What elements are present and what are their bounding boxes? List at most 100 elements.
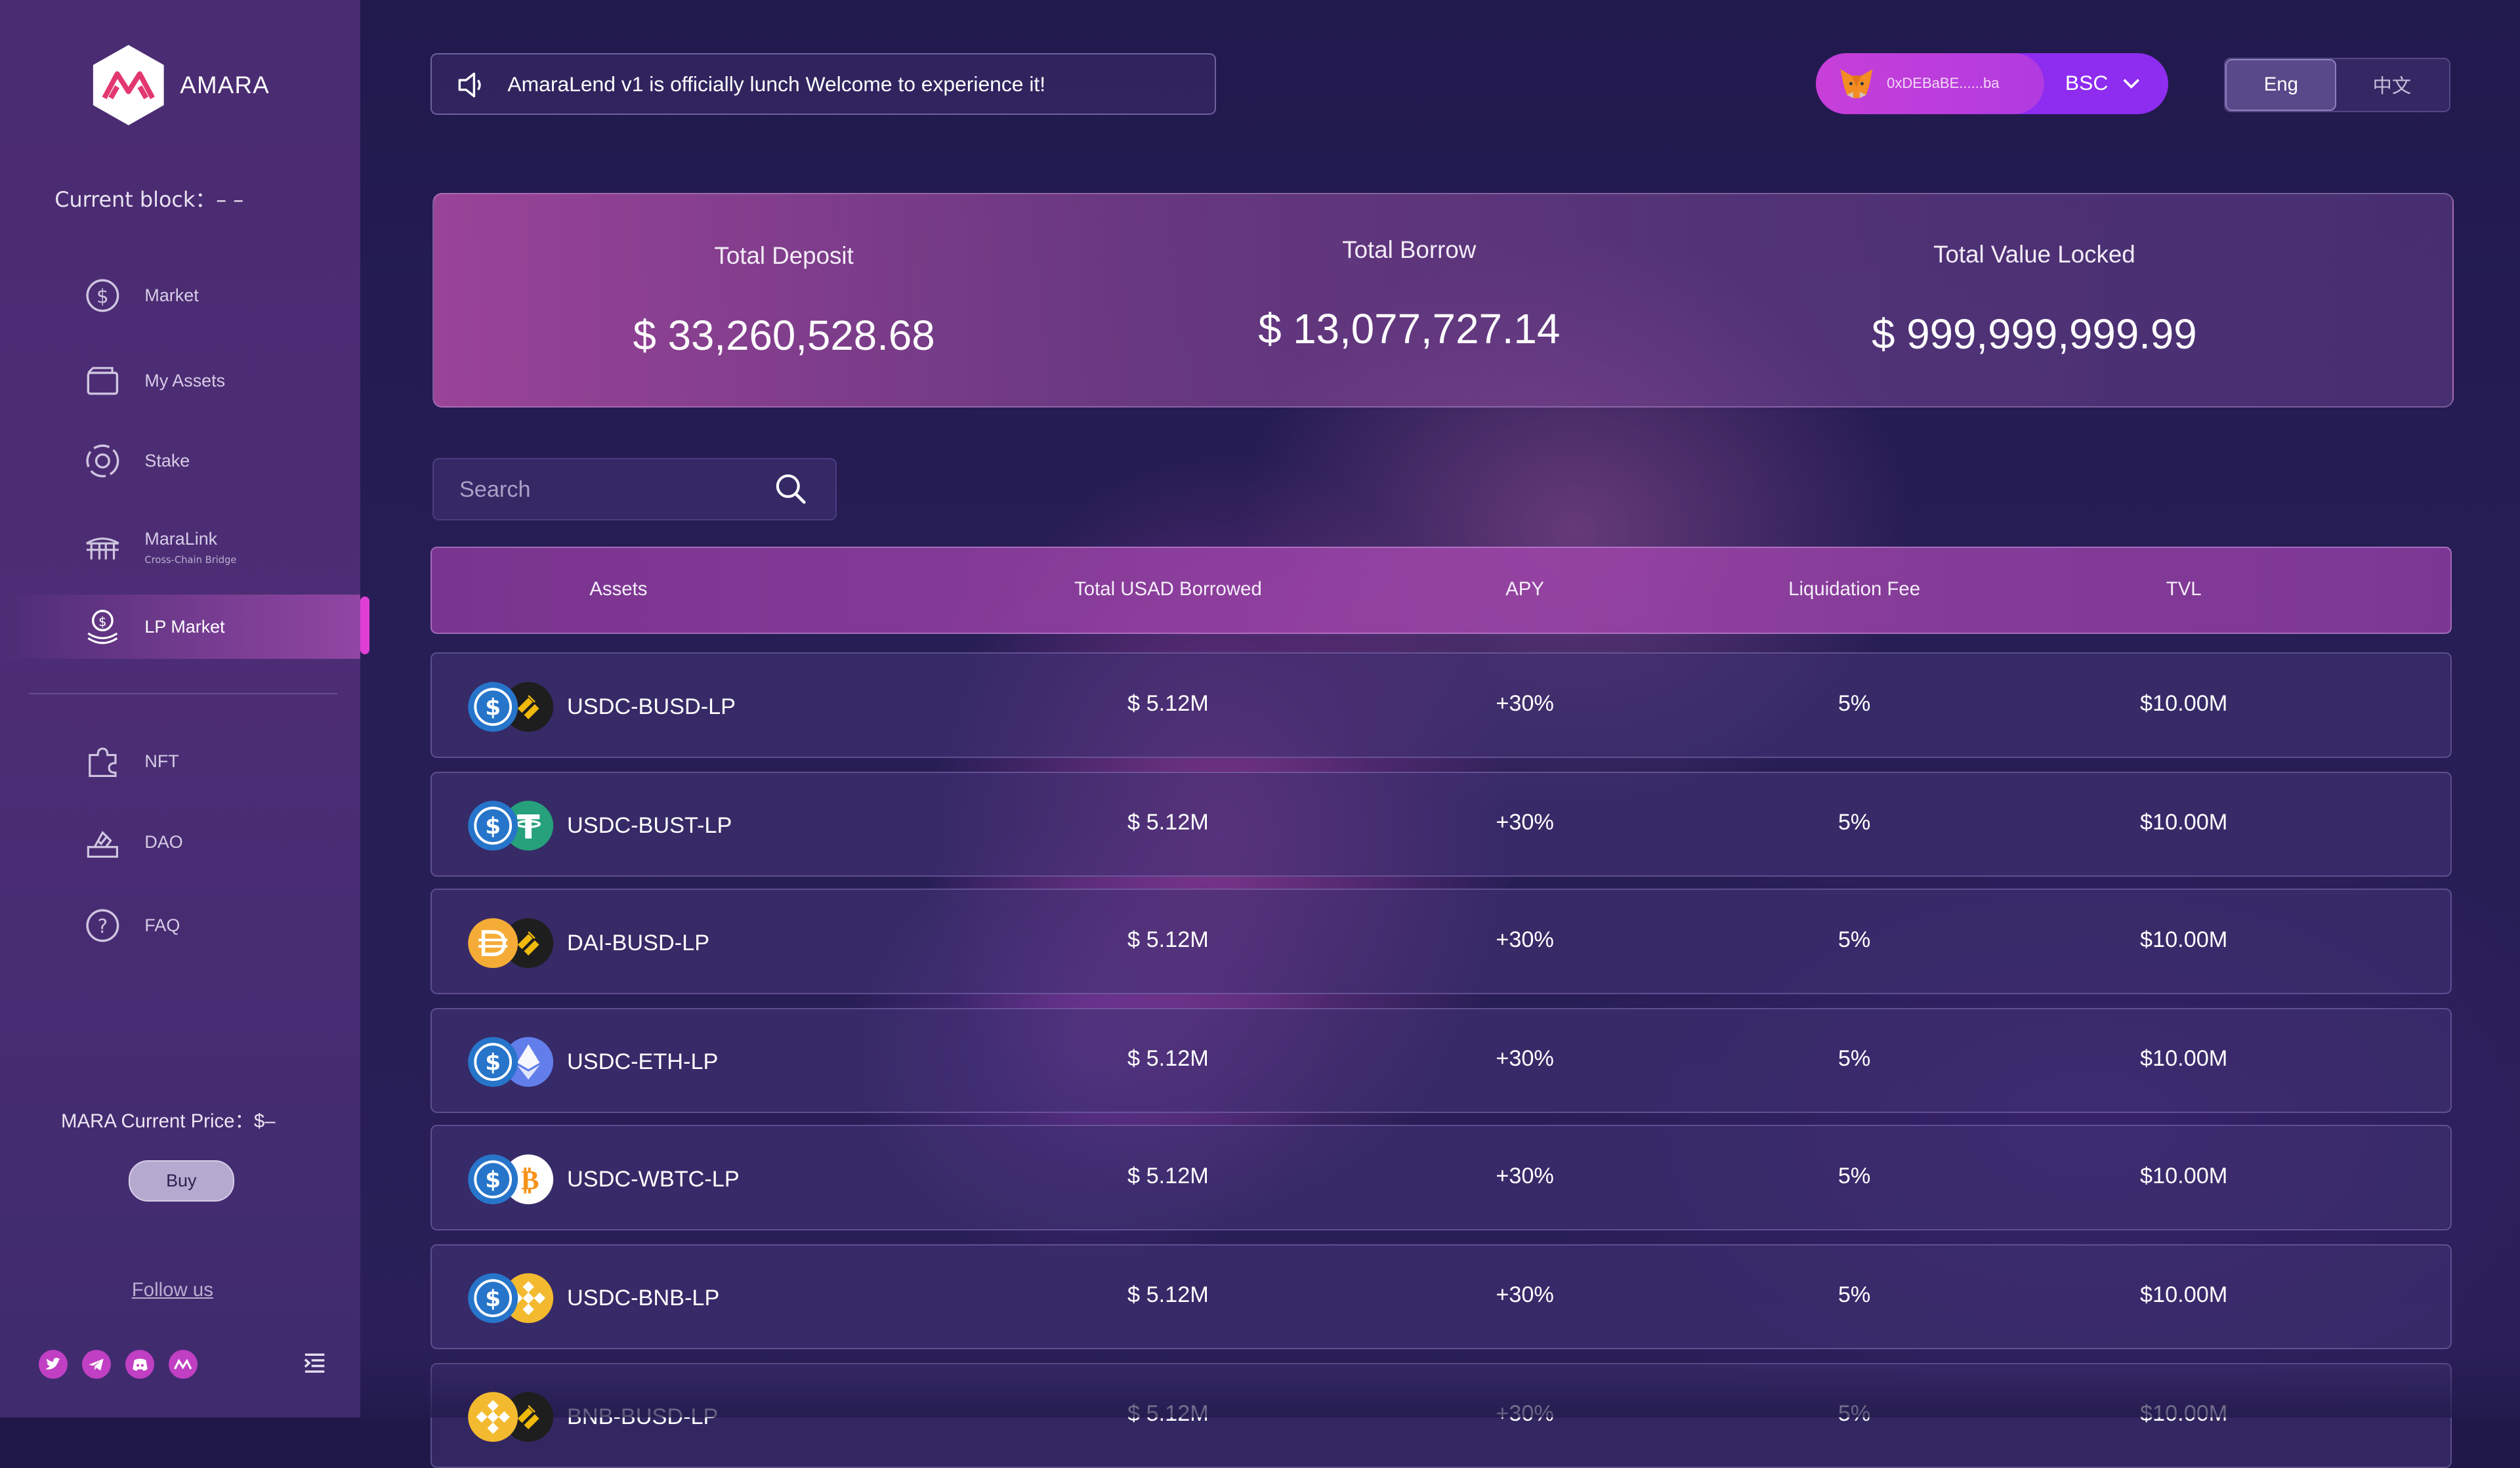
liquidation-fee-value: 5% <box>1838 690 1871 716</box>
asset-cell: $ USDC-ETH-LP <box>467 1036 718 1087</box>
sidebar-item-maralink[interactable]: MaraLink Cross-Chain Bridge <box>0 516 360 580</box>
sidebar-item-nft[interactable]: NFT <box>0 730 360 794</box>
apy-value: +30% <box>1496 927 1554 952</box>
svg-text:₿: ₿ <box>521 1164 539 1196</box>
telegram-icon[interactable] <box>81 1350 111 1379</box>
sidebar-item-lp-market[interactable]: $ LP Market <box>0 595 360 660</box>
asset-name: DAI-BUSD-LP <box>567 930 710 955</box>
svg-text:$: $ <box>485 1167 501 1193</box>
sidebar-item-market[interactable]: $ Market <box>0 264 360 328</box>
apy-value: +30% <box>1496 809 1554 835</box>
tvl-value: $10.00M <box>2140 1282 2228 1307</box>
tvl-value: $10.00M <box>2140 1401 2228 1427</box>
announcement-text: AmaraLend v1 is officially lunch Welcome… <box>507 72 1046 96</box>
wallet-network-switcher[interactable]: 0xDEBaBE......ba BSC <box>1816 52 2168 114</box>
announcement-banner: AmaraLend v1 is officially lunch Welcome… <box>430 52 1216 115</box>
sidebar-item-dao[interactable]: DAO <box>0 810 360 874</box>
dai-token-icon <box>468 918 518 969</box>
dollar-circle-icon: $ <box>86 279 119 312</box>
svg-text:$: $ <box>485 1050 501 1076</box>
logo[interactable]: AMARA <box>90 43 270 127</box>
amara-icon[interactable] <box>169 1350 198 1379</box>
collapse-menu-icon[interactable] <box>302 1350 327 1375</box>
usdc-token-icon: $ <box>468 1037 518 1087</box>
sidebar-divider <box>29 692 338 694</box>
sidebar-item-label: LP Market <box>144 616 225 637</box>
question-icon: ? <box>86 909 119 942</box>
table-header: Assets Total USAD Borrowed APY Liquidati… <box>430 546 2452 635</box>
buy-button[interactable]: Buy <box>128 1160 234 1202</box>
lang-option-eng[interactable]: Eng <box>2225 59 2337 111</box>
mara-price: MARA Current Price：$– <box>61 1110 276 1132</box>
stat-total-value-locked: Total Value Locked $ 999,999,999.99 <box>1794 241 2276 358</box>
speaker-icon <box>458 72 481 98</box>
stat-value: $ 13,077,727.14 <box>1258 306 1561 353</box>
usdc-token-icon: $ <box>468 682 518 732</box>
borrowed-value: $ 5.12M <box>1127 1401 1209 1427</box>
wallet-address: 0xDEBaBE......ba <box>1887 75 2000 92</box>
table-row[interactable]: $ USDC-BNB-LP $ 5.12M +30% 5% $10.00M <box>430 1244 2452 1350</box>
table-row[interactable]: BNB-BUSD-LP $ 5.12M +30% 5% $10.00M <box>430 1362 2452 1468</box>
sidebar-item-sublabel: Cross-Chain Bridge <box>144 554 237 566</box>
liquidation-fee-value: 5% <box>1838 1045 1871 1071</box>
svg-text:$: $ <box>98 614 106 629</box>
eth-token-icon <box>503 1037 554 1087</box>
lang-option-zh[interactable]: 中文 <box>2372 75 2412 98</box>
apy-value: +30% <box>1496 1045 1554 1071</box>
sidebar-item-label: FAQ <box>144 915 180 936</box>
column-header-liquidation-fee[interactable]: Liquidation Fee <box>1788 578 1921 600</box>
search-icon[interactable] <box>774 472 807 505</box>
token-pair-icons <box>467 917 557 969</box>
liquidation-fee-value: 5% <box>1838 927 1871 952</box>
stat-label: Total Borrow <box>1342 236 1477 263</box>
metamask-fox-icon <box>1840 69 1873 98</box>
svg-text:$: $ <box>485 1286 501 1312</box>
column-header-borrowed[interactable]: Total USAD Borrowed <box>1074 578 1262 600</box>
apy-value: +30% <box>1496 690 1554 716</box>
apy-value: +30% <box>1496 1282 1554 1307</box>
table-row[interactable]: $ ₿ USDC-WBTC-LP $ 5.12M +30% 5% $10.00M <box>430 1125 2452 1231</box>
table-row[interactable]: $ USDC-BUST-LP $ 5.12M +30% 5% $10.00M <box>430 771 2452 877</box>
asset-cell: $ USDC-BUSD-LP <box>467 681 736 732</box>
table-row[interactable]: $ USDC-ETH-LP $ 5.12M +30% 5% $10.00M <box>430 1007 2452 1114</box>
table-row[interactable]: DAI-BUSD-LP $ 5.12M +30% 5% $10.00M <box>430 889 2452 995</box>
column-header-apy[interactable]: APY <box>1505 578 1544 600</box>
wallet-address-button[interactable]: 0xDEBaBE......ba <box>1816 52 2045 114</box>
asset-cell: $ USDC-BUST-LP <box>467 800 732 851</box>
apy-value: +30% <box>1496 1163 1554 1188</box>
sidebar-item-my-assets[interactable]: My Assets <box>0 348 360 413</box>
svg-text:$: $ <box>96 285 109 308</box>
current-block: Current block：– – <box>54 187 244 213</box>
svg-text:$: $ <box>485 694 501 721</box>
column-header-assets[interactable]: Assets <box>589 578 648 600</box>
usdc-token-icon: $ <box>468 801 518 851</box>
liquidation-fee-value: 5% <box>1838 809 1871 835</box>
twitter-icon[interactable] <box>38 1350 68 1379</box>
discord-icon[interactable] <box>125 1350 155 1379</box>
borrowed-value: $ 5.12M <box>1127 1282 1209 1307</box>
sidebar-item-label: My Assets <box>144 370 226 390</box>
token-pair-icons: $ <box>467 1036 557 1087</box>
tvl-value: $10.00M <box>2140 690 2228 716</box>
usdc-token-icon: $ <box>468 1273 518 1324</box>
language-switcher: Eng 中文 <box>2224 58 2450 112</box>
puzzle-icon <box>89 747 117 778</box>
lp-coins-icon: $ <box>87 609 118 644</box>
table-row[interactable]: $ USDC-BUSD-LP $ 5.12M +30% 5% $10.00M <box>430 652 2452 759</box>
tvl-value: $10.00M <box>2140 927 2228 952</box>
sidebar-item-label: NFT <box>144 751 179 772</box>
apy-value: +30% <box>1496 1401 1554 1427</box>
social-links <box>38 1350 198 1379</box>
wallet-icon <box>87 367 119 395</box>
borrowed-value: $ 5.12M <box>1127 690 1209 716</box>
sidebar-item-stake[interactable]: Stake <box>0 429 360 493</box>
sidebar-item-faq[interactable]: ? FAQ <box>0 894 360 958</box>
liquidation-fee-value: 5% <box>1838 1401 1871 1427</box>
stake-icon <box>86 444 119 478</box>
search-input[interactable] <box>456 472 768 508</box>
brand-name: AMARA <box>180 71 270 98</box>
tvl-value: $10.00M <box>2140 1163 2228 1188</box>
svg-text:$: $ <box>485 814 501 840</box>
column-header-tvl[interactable]: TVL <box>2166 578 2202 600</box>
follow-us-link[interactable]: Follow us <box>131 1279 213 1301</box>
